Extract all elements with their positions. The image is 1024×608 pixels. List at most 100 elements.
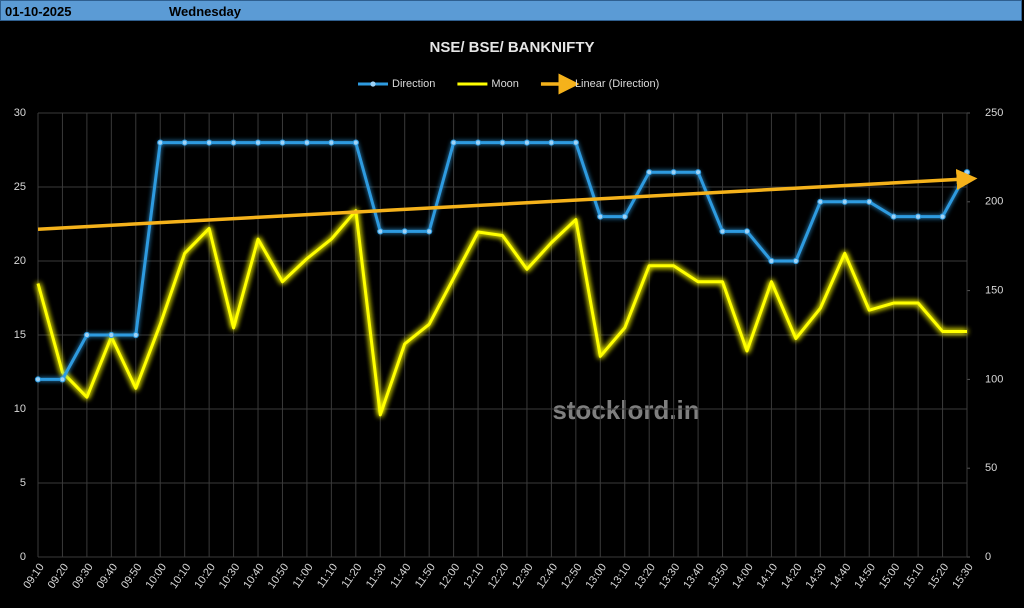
x-tick-label: 14:50: [852, 562, 878, 591]
marker: [59, 376, 66, 383]
x-tick-label: 13:40: [681, 562, 707, 591]
series-1: [36, 209, 967, 417]
marker: [157, 139, 164, 146]
series-0: [34, 139, 971, 383]
marker: [108, 331, 115, 339]
x-tick-label: 10:20: [192, 562, 218, 591]
marker: [450, 139, 457, 146]
x-tick-label: 09:10: [21, 562, 47, 591]
date: 01-10-2025: [5, 4, 72, 19]
x-tick-label: 15:10: [901, 562, 927, 591]
y-tick-label: 0: [20, 551, 26, 563]
y2-tick-label: 250: [985, 107, 1003, 119]
x-tick-label: 15:30: [950, 562, 976, 591]
marker: [915, 213, 922, 220]
x-tick-label: 12:30: [510, 562, 536, 591]
marker: [132, 331, 139, 339]
y2-tick-label: 0: [985, 551, 991, 563]
x-tick-label: 13:00: [584, 562, 610, 591]
marker: [523, 139, 531, 146]
x-tick-label: 09:20: [46, 562, 72, 591]
y-tick-label: 30: [14, 107, 26, 119]
marker: [890, 213, 897, 220]
legend-marker: [370, 81, 376, 87]
x-tick-label: 13:10: [608, 562, 634, 591]
trendline: [37, 169, 978, 231]
x-tick-label: 13:30: [657, 562, 683, 591]
marker: [792, 257, 799, 265]
marker: [34, 376, 42, 383]
x-tick-label: 10:30: [217, 562, 243, 591]
marker: [597, 213, 604, 220]
x-tick-label: 11:50: [413, 562, 438, 591]
legend-label: Linear (Direction): [575, 78, 659, 90]
y2-tick-label: 100: [985, 373, 1003, 385]
marker: [303, 139, 311, 146]
x-tick-label: 09:50: [119, 562, 145, 591]
marker: [621, 213, 628, 220]
x-tick-label: 14:40: [828, 562, 854, 591]
marker: [377, 228, 384, 235]
x-tick-label: 13:20: [632, 562, 658, 591]
chart-title: NSE/ BSE/ BANKNIFTY: [429, 39, 594, 56]
marker: [499, 139, 506, 146]
marker: [474, 139, 482, 146]
legend-label: Direction: [392, 78, 435, 90]
marker: [768, 257, 775, 265]
marker: [426, 228, 433, 235]
marker: [841, 198, 848, 205]
legend-label: Moon: [491, 78, 519, 90]
x-tick-label: 10:50: [266, 562, 292, 591]
x-tick-label: 09:30: [70, 562, 96, 591]
marker: [719, 228, 726, 235]
x-tick-label: 11:40: [388, 562, 413, 591]
marker: [743, 228, 751, 235]
marker: [572, 139, 579, 146]
y-tick-label: 10: [14, 403, 26, 415]
marker: [181, 139, 188, 146]
x-tick-label: 10:10: [168, 562, 194, 591]
x-tick-label: 14:30: [804, 562, 830, 591]
marker: [866, 198, 873, 205]
chart: NSE/ BSE/ BANKNIFTY stocklord.in 0 5 10 15 2…: [14, 39, 1004, 591]
marker: [206, 139, 213, 146]
marker: [254, 139, 262, 146]
marker: [939, 213, 946, 220]
marker: [963, 169, 971, 176]
watermark: stocklord.in: [552, 395, 699, 425]
weekday: Wednesday: [169, 4, 242, 19]
marker: [328, 139, 335, 146]
marker: [279, 139, 286, 146]
x-tick-label: 11:20: [339, 562, 364, 591]
marker: [817, 198, 824, 205]
marker: [230, 139, 237, 146]
x-tick-label: 12:20: [486, 562, 512, 591]
x-tick-label: 14:00: [730, 562, 756, 591]
x-tick-label: 14:20: [779, 562, 805, 591]
marker: [548, 139, 555, 146]
x-tick-label: 13:50: [706, 562, 732, 591]
x-tick-label: 09:40: [95, 562, 121, 591]
x-tick-label: 15:00: [877, 562, 903, 591]
marker: [694, 169, 702, 176]
x-tick-label: 15:20: [926, 562, 952, 591]
x-tick-label: 12:40: [535, 562, 561, 591]
y2-tick-label: 50: [985, 462, 997, 474]
x-tick-label: 10:00: [143, 562, 169, 591]
x-tick-label: 12:50: [559, 562, 585, 591]
marker: [352, 139, 359, 146]
x-tick-label: 12:00: [437, 562, 463, 591]
y-tick-label: 20: [14, 255, 26, 267]
series-line: [36, 209, 967, 417]
y-tick-label: 25: [14, 181, 26, 193]
y2-tick-label: 150: [985, 285, 1003, 297]
y-tick-label: 15: [14, 329, 26, 341]
y-tick-label: 5: [20, 477, 26, 489]
x-tick-label: 11:30: [364, 562, 389, 591]
x-tick-label: 11:00: [291, 562, 316, 591]
marker: [646, 169, 653, 176]
header-bar: 01-10-2025 Wednesday: [0, 0, 1022, 21]
x-tick-label: 11:10: [315, 562, 340, 591]
x-tick-label: 14:10: [755, 562, 781, 591]
